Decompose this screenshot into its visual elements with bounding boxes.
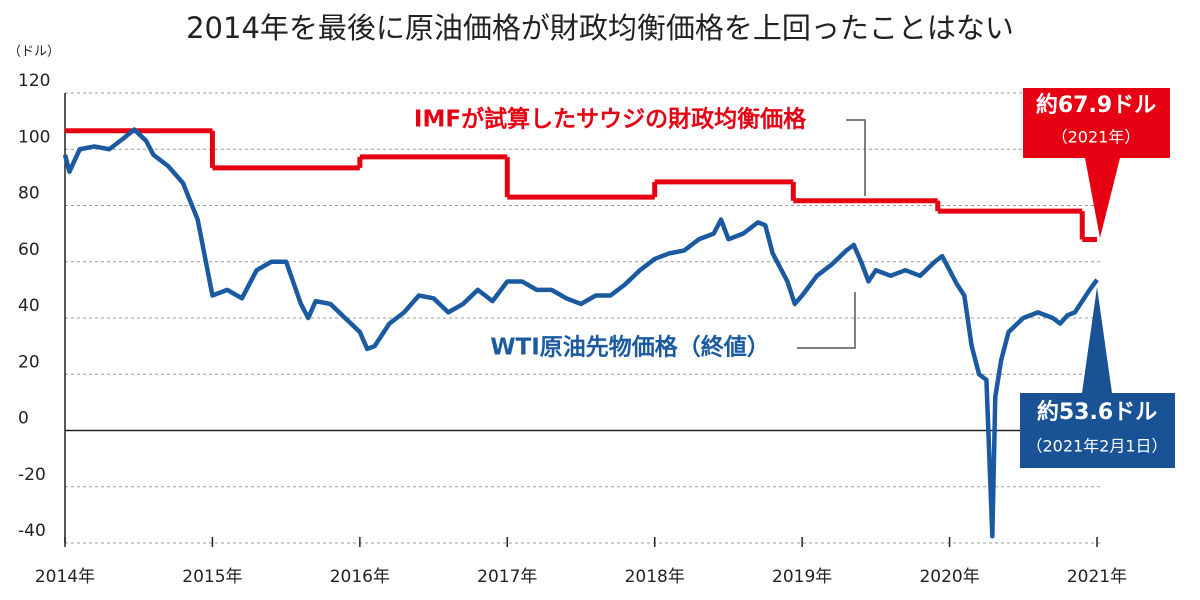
leader-line: [846, 119, 866, 196]
step-connector: [209, 130, 1085, 240]
x-tick-label: 2017年: [477, 567, 537, 587]
y-tick-label: 80: [18, 184, 40, 204]
y-tick-label: 60: [18, 240, 40, 260]
line-series: [62, 127, 1099, 539]
chart-title: 2014年を最後に原油価格が財政均衡価格を上回ったことはない: [186, 11, 1014, 45]
y-tick-label: 40: [18, 296, 40, 316]
y-tick-label: 100: [18, 127, 50, 147]
x-tick-label: 2021年: [1067, 567, 1127, 587]
y-tick-label: -20: [18, 465, 46, 485]
x-tick-label: 2016年: [330, 567, 390, 587]
y-unit: （ドル）: [8, 45, 60, 60]
wti-date: （2021年2月1日）: [1026, 437, 1167, 456]
wti-value: 約53.6ドル: [1037, 399, 1157, 425]
y-tick-label: 0: [18, 409, 29, 429]
imf-callout: 約67.9ドル （2021年）: [1023, 88, 1170, 238]
y-tick-label: 20: [18, 352, 40, 372]
wti-callout: 約53.6ドル （2021年2月1日）: [1020, 287, 1175, 468]
x-tick-label: 2014年: [35, 567, 95, 587]
x-tick-label: 2015年: [182, 567, 242, 587]
y-tick-label: 120: [18, 71, 50, 91]
leader-line: [797, 292, 856, 349]
wti-label: WTI原油先物価格（終値）: [490, 334, 770, 361]
imf-date: （2021年）: [1052, 128, 1141, 147]
imf-value: 約67.9ドル: [1036, 92, 1156, 118]
y-tick-label: -40: [18, 521, 46, 541]
x-tick-label: 2020年: [919, 567, 979, 587]
x-tick-label: 2019年: [772, 567, 832, 587]
x-tick-label: 2018年: [625, 567, 685, 587]
imf-label: IMFが試算したサウジの財政均衡価格: [414, 106, 807, 133]
